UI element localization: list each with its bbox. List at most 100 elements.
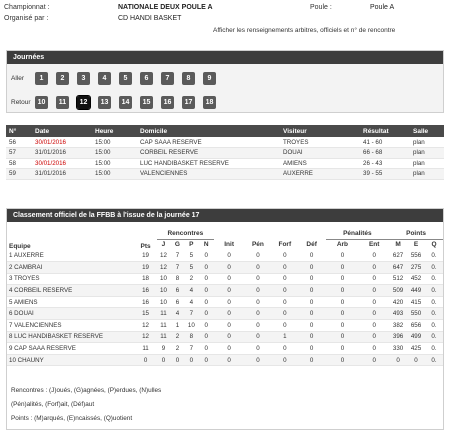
match-heure-cell: 15:00 <box>92 137 137 148</box>
aller-journee-3-button[interactable]: 3 <box>77 72 90 85</box>
retour-journee-13-button[interactable]: 13 <box>98 96 111 109</box>
team-déf-cell: 0 <box>297 296 326 309</box>
aller-journee-6-button[interactable]: 6 <box>140 72 153 85</box>
team-ent-cell: 0 <box>359 261 390 274</box>
team-j-cell: 11 <box>156 319 171 332</box>
match-salle-cell[interactable]: plan <box>410 147 444 159</box>
retour-journee-14-button[interactable]: 14 <box>119 96 132 109</box>
retour-journee-11-button[interactable]: 11 <box>56 96 69 109</box>
team-j-cell: 10 <box>156 273 171 286</box>
team-n-cell: 0 <box>198 296 215 309</box>
team-m-cell: 509 <box>389 284 408 297</box>
team-forf-cell: 0 <box>271 284 298 297</box>
team-ent-cell: 0 <box>359 284 390 297</box>
team-pén-cell: 0 <box>244 331 272 344</box>
match-row: 59 31/01/2016 15:00 VALENCIENNES AUXERRE 39 -… <box>6 168 444 180</box>
retour-journee-15-button[interactable]: 15 <box>140 96 153 109</box>
team-arb-cell: 0 <box>325 250 360 263</box>
team-p-cell: 10 <box>184 319 199 332</box>
h-equipe: Equipe <box>9 243 31 250</box>
team-p-cell: 2 <box>184 273 199 286</box>
team-forf-cell: 0 <box>271 296 298 309</box>
team-ent-cell: 0 <box>359 342 390 355</box>
team-j-cell: 12 <box>156 261 171 274</box>
matches-col-header: N° <box>6 125 32 137</box>
team-j-cell: 9 <box>156 342 171 355</box>
team-ent-cell: 0 <box>359 331 390 344</box>
retour-journee-10-button[interactable]: 10 <box>35 96 48 109</box>
match-salle-cell[interactable]: plan <box>410 158 444 169</box>
team-init-cell: 0 <box>214 319 245 332</box>
h-sub-ent: Ent <box>368 241 380 249</box>
team-m-cell: 512 <box>389 273 408 286</box>
match-domicile-cell: CORBEIL RESERVE <box>137 147 280 159</box>
match-salle-cell[interactable]: plan <box>410 168 444 180</box>
retour-journee-16-button[interactable]: 16 <box>161 96 174 109</box>
h-sub-m: M <box>395 241 401 249</box>
team-q-cell: 0. <box>425 331 443 344</box>
team-pén-cell: 0 <box>244 342 272 355</box>
retour-journee-18-button[interactable]: 18 <box>203 96 216 109</box>
match-salle-cell[interactable]: plan <box>410 137 444 148</box>
team-arb-cell: 0 <box>325 261 360 274</box>
team-ent-cell: 0 <box>359 354 390 367</box>
aller-journee-2-button[interactable]: 2 <box>56 72 69 85</box>
aller-journee-4-button[interactable]: 4 <box>98 72 111 85</box>
team-g-cell: 8 <box>170 273 185 286</box>
aller-journee-7-button[interactable]: 7 <box>161 72 174 85</box>
team-déf-cell: 0 <box>297 342 326 355</box>
team-name: 8 LUC HANDIBASKET RESERVE <box>7 331 135 344</box>
match-visiteur-cell: AMIENS <box>280 158 360 169</box>
team-q-cell: 0. <box>425 354 443 367</box>
classement-row: 3 TROYES 18 10 8 2 0 0 0 0 0 0 0 512 452 0. <box>7 273 443 286</box>
match-resultat-cell: 39 - 55 <box>360 168 410 180</box>
team-n-cell: 0 <box>198 354 215 367</box>
team-déf-cell: 0 <box>297 250 326 263</box>
team-q-cell: 0. <box>425 273 443 286</box>
team-q-cell: 0. <box>425 250 443 263</box>
classement-row: 5 AMIENS 16 10 6 4 0 0 0 0 0 0 0 420 415 0. <box>7 296 443 309</box>
match-num-cell: 57 <box>6 147 32 159</box>
team-init-cell: 0 <box>214 250 245 263</box>
retour-label: Retour <box>11 99 31 106</box>
team-forf-cell: 1 <box>271 331 298 344</box>
h-sub-j: J <box>161 241 166 249</box>
team-m-cell: 0 <box>389 354 408 367</box>
team-arb-cell: 0 <box>325 354 360 367</box>
matches-col-header: Résultat <box>360 125 410 137</box>
team-forf-cell: 0 <box>271 250 298 263</box>
aller-journee-5-button[interactable]: 5 <box>119 72 132 85</box>
team-n-cell: 0 <box>198 319 215 332</box>
team-q-cell: 0. <box>425 284 443 297</box>
aller-journee-9-button[interactable]: 9 <box>203 72 216 85</box>
h-penalites: Pénalités <box>325 228 390 240</box>
match-domicile-cell: CAP SAAA RESERVE <box>137 137 280 148</box>
team-pén-cell: 0 <box>244 354 272 367</box>
team-m-cell: 396 <box>389 331 408 344</box>
team-déf-cell: 0 <box>297 261 326 274</box>
team-p-cell: 4 <box>184 284 199 297</box>
organise-label: Organisé par : <box>4 15 49 22</box>
afficher-renseignements-link[interactable]: Afficher les renseignements arbitres, of… <box>213 27 396 34</box>
classement-row: 7 VALENCIENNES 12 11 1 10 0 0 0 0 0 0 0 382 656 0. <box>7 319 443 332</box>
team-pén-cell: 0 <box>244 319 272 332</box>
legend-rencontres: Rencontres : (J)oués, (G)agnées, (P)erdu… <box>11 387 162 394</box>
team-g-cell: 7 <box>170 261 185 274</box>
team-name: 7 VALENCIENNES <box>7 319 135 332</box>
team-n-cell: 0 <box>198 273 215 286</box>
team-e-cell: 499 <box>407 331 425 344</box>
team-j-cell: 11 <box>156 331 171 344</box>
team-n-cell: 0 <box>198 284 215 297</box>
team-g-cell: 2 <box>170 342 185 355</box>
team-e-cell: 0 <box>407 354 425 367</box>
team-ent-cell: 0 <box>359 250 390 263</box>
h-sub-e: E <box>413 241 419 249</box>
aller-journee-1-button[interactable]: 1 <box>35 72 48 85</box>
h-sub-forf: Forf <box>278 241 292 248</box>
aller-journee-8-button[interactable]: 8 <box>182 72 195 85</box>
retour-journee-17-button[interactable]: 17 <box>182 96 195 109</box>
match-row: 58 30/01/2016 15:00 LUC HANDIBASKET RESERVE… <box>6 158 444 169</box>
retour-journee-12-button[interactable]: 12 <box>76 95 91 110</box>
classement-row: 8 LUC HANDIBASKET RESERVE 12 11 2 8 0 0 0 1 0 0 0 39… <box>7 331 443 344</box>
team-g-cell: 1 <box>170 319 185 332</box>
